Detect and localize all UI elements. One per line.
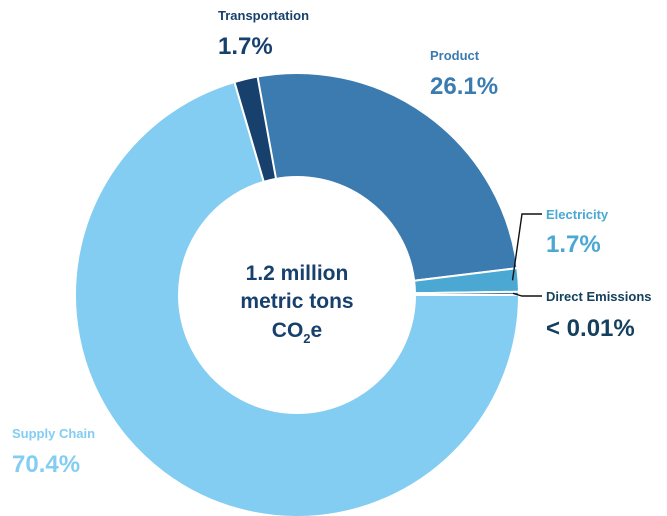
label-name-electricity: Electricity [546,207,609,222]
label-name-supply-chain: Supply Chain [12,426,95,441]
center-e: e [311,319,323,342]
label-value-product: 26.1% [430,73,498,100]
leader-electricity [511,213,542,281]
label-value-transportation: 1.7% [218,33,273,60]
leader-direct-emissions [512,292,542,297]
donut-slices [74,72,521,516]
label-value-direct-emissions: < 0.01% [546,315,635,342]
label-name-transportation: Transportation [218,8,309,23]
center-line-1: 1.2 million [246,262,349,285]
center-line-3: CO2e [272,319,322,346]
label-name-product: Product [430,48,480,63]
slice-transportation [233,75,278,184]
label-value-electricity: 1.7% [546,231,601,258]
label-value-supply-chain: 70.4% [12,451,80,478]
leader-lines [511,213,542,297]
label-name-direct-emissions: Direct Emissions [546,289,652,304]
center-line-2: metric tons [240,290,353,313]
slice-supply-chain [74,80,521,516]
slice-product [253,72,519,282]
center-subscript: 2 [303,331,310,346]
center-co: CO [272,319,304,342]
